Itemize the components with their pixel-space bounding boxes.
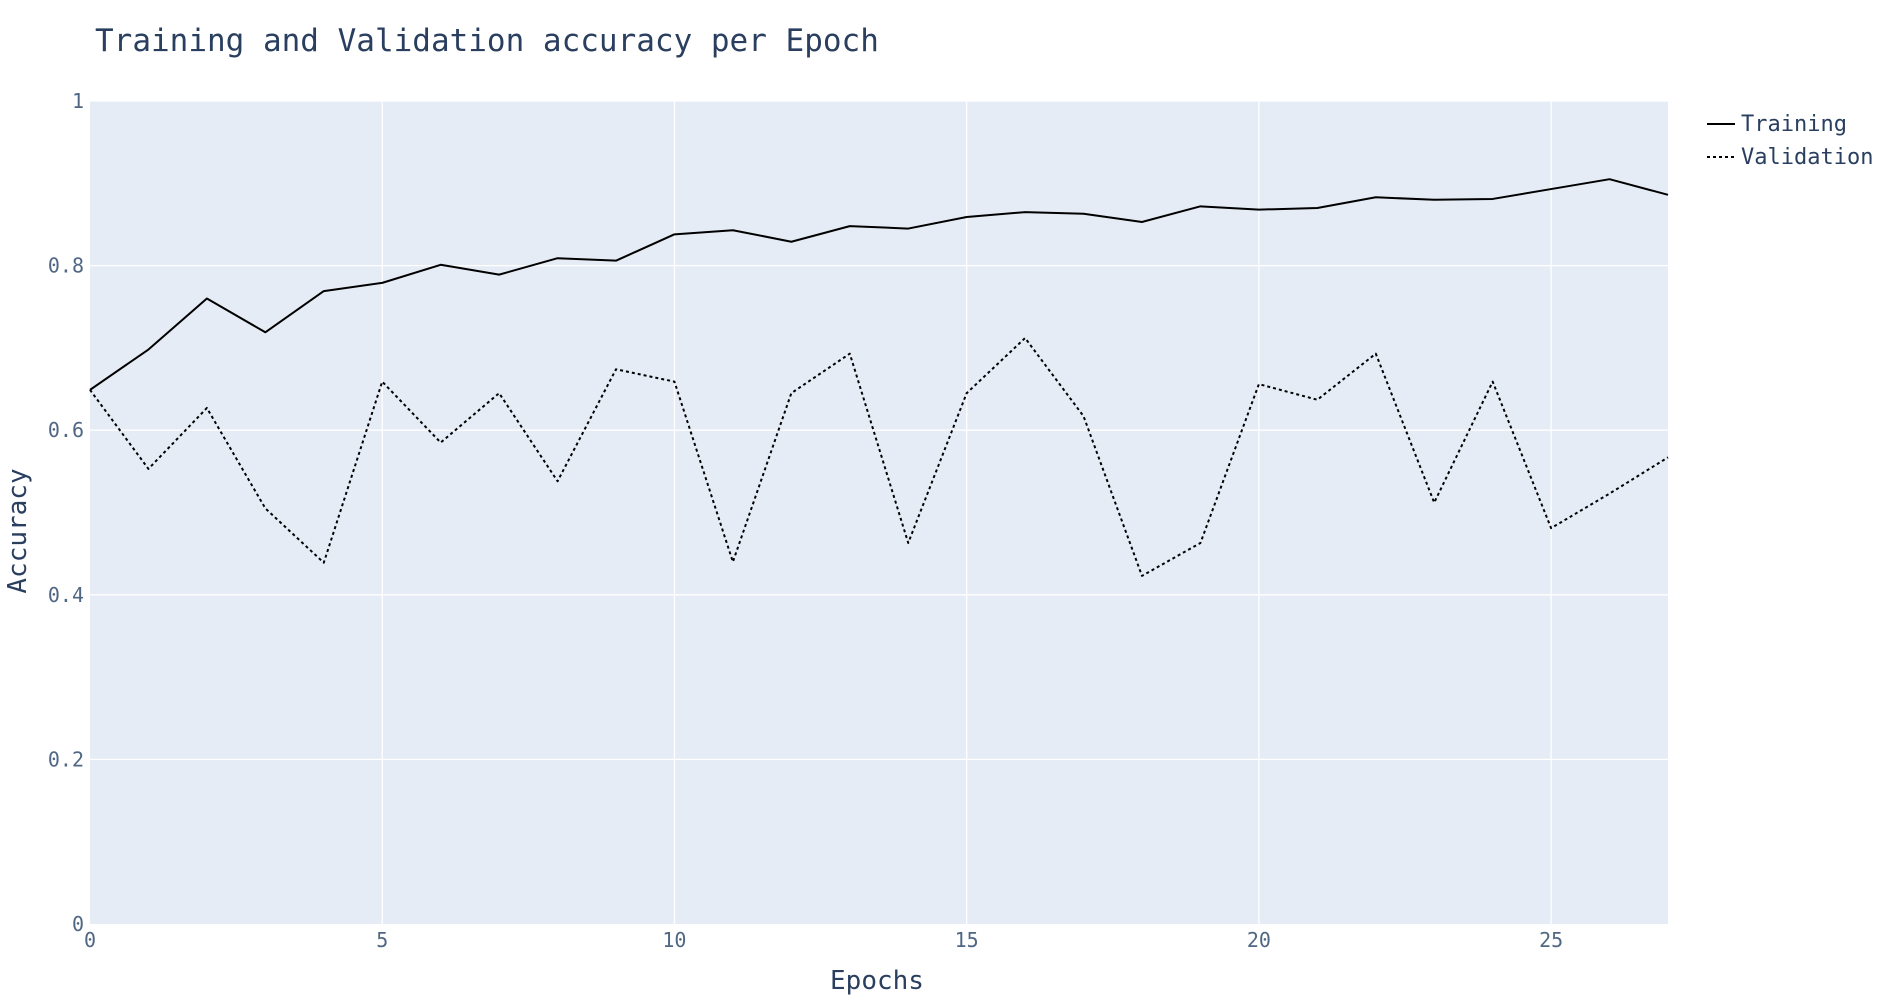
series-line-training bbox=[89, 178, 1669, 391]
legend-label: Validation bbox=[1741, 145, 1873, 170]
tick-labels: 00.20.40.60.810 5 10 15 20 25 bbox=[48, 89, 1563, 952]
y-tick-label: 0.4 bbox=[48, 583, 84, 607]
series-line-validation bbox=[89, 337, 1669, 577]
series-lines bbox=[89, 178, 1669, 577]
legend-label: Training bbox=[1741, 112, 1847, 137]
y-tick-label: 0 bbox=[72, 912, 84, 936]
x-tick-label: 25 bbox=[1539, 928, 1563, 952]
x-tick-label: 0 bbox=[84, 928, 96, 952]
legend[interactable]: Training Validation bbox=[1707, 112, 1873, 170]
x-tick-label: 10 bbox=[662, 928, 686, 952]
y-tick-label: 0.6 bbox=[48, 418, 84, 442]
legend-item-training[interactable]: Training bbox=[1707, 112, 1847, 137]
gridlines bbox=[90, 100, 1668, 924]
y-tick-label: 0.8 bbox=[48, 254, 84, 278]
x-tick-label: 20 bbox=[1247, 928, 1271, 952]
chart-title: Training and Validation accuracy per Epo… bbox=[95, 23, 879, 59]
plot-area bbox=[90, 101, 1668, 924]
legend-item-validation[interactable]: Validation bbox=[1707, 145, 1873, 170]
x-axis-label: Epochs bbox=[830, 966, 924, 996]
x-tick-label: 15 bbox=[955, 928, 979, 952]
y-axis-label: Accuracy bbox=[3, 468, 33, 593]
y-tick-label: 1 bbox=[72, 89, 84, 113]
x-tick-label: 5 bbox=[376, 928, 388, 952]
y-tick-label: 0.2 bbox=[48, 747, 84, 771]
